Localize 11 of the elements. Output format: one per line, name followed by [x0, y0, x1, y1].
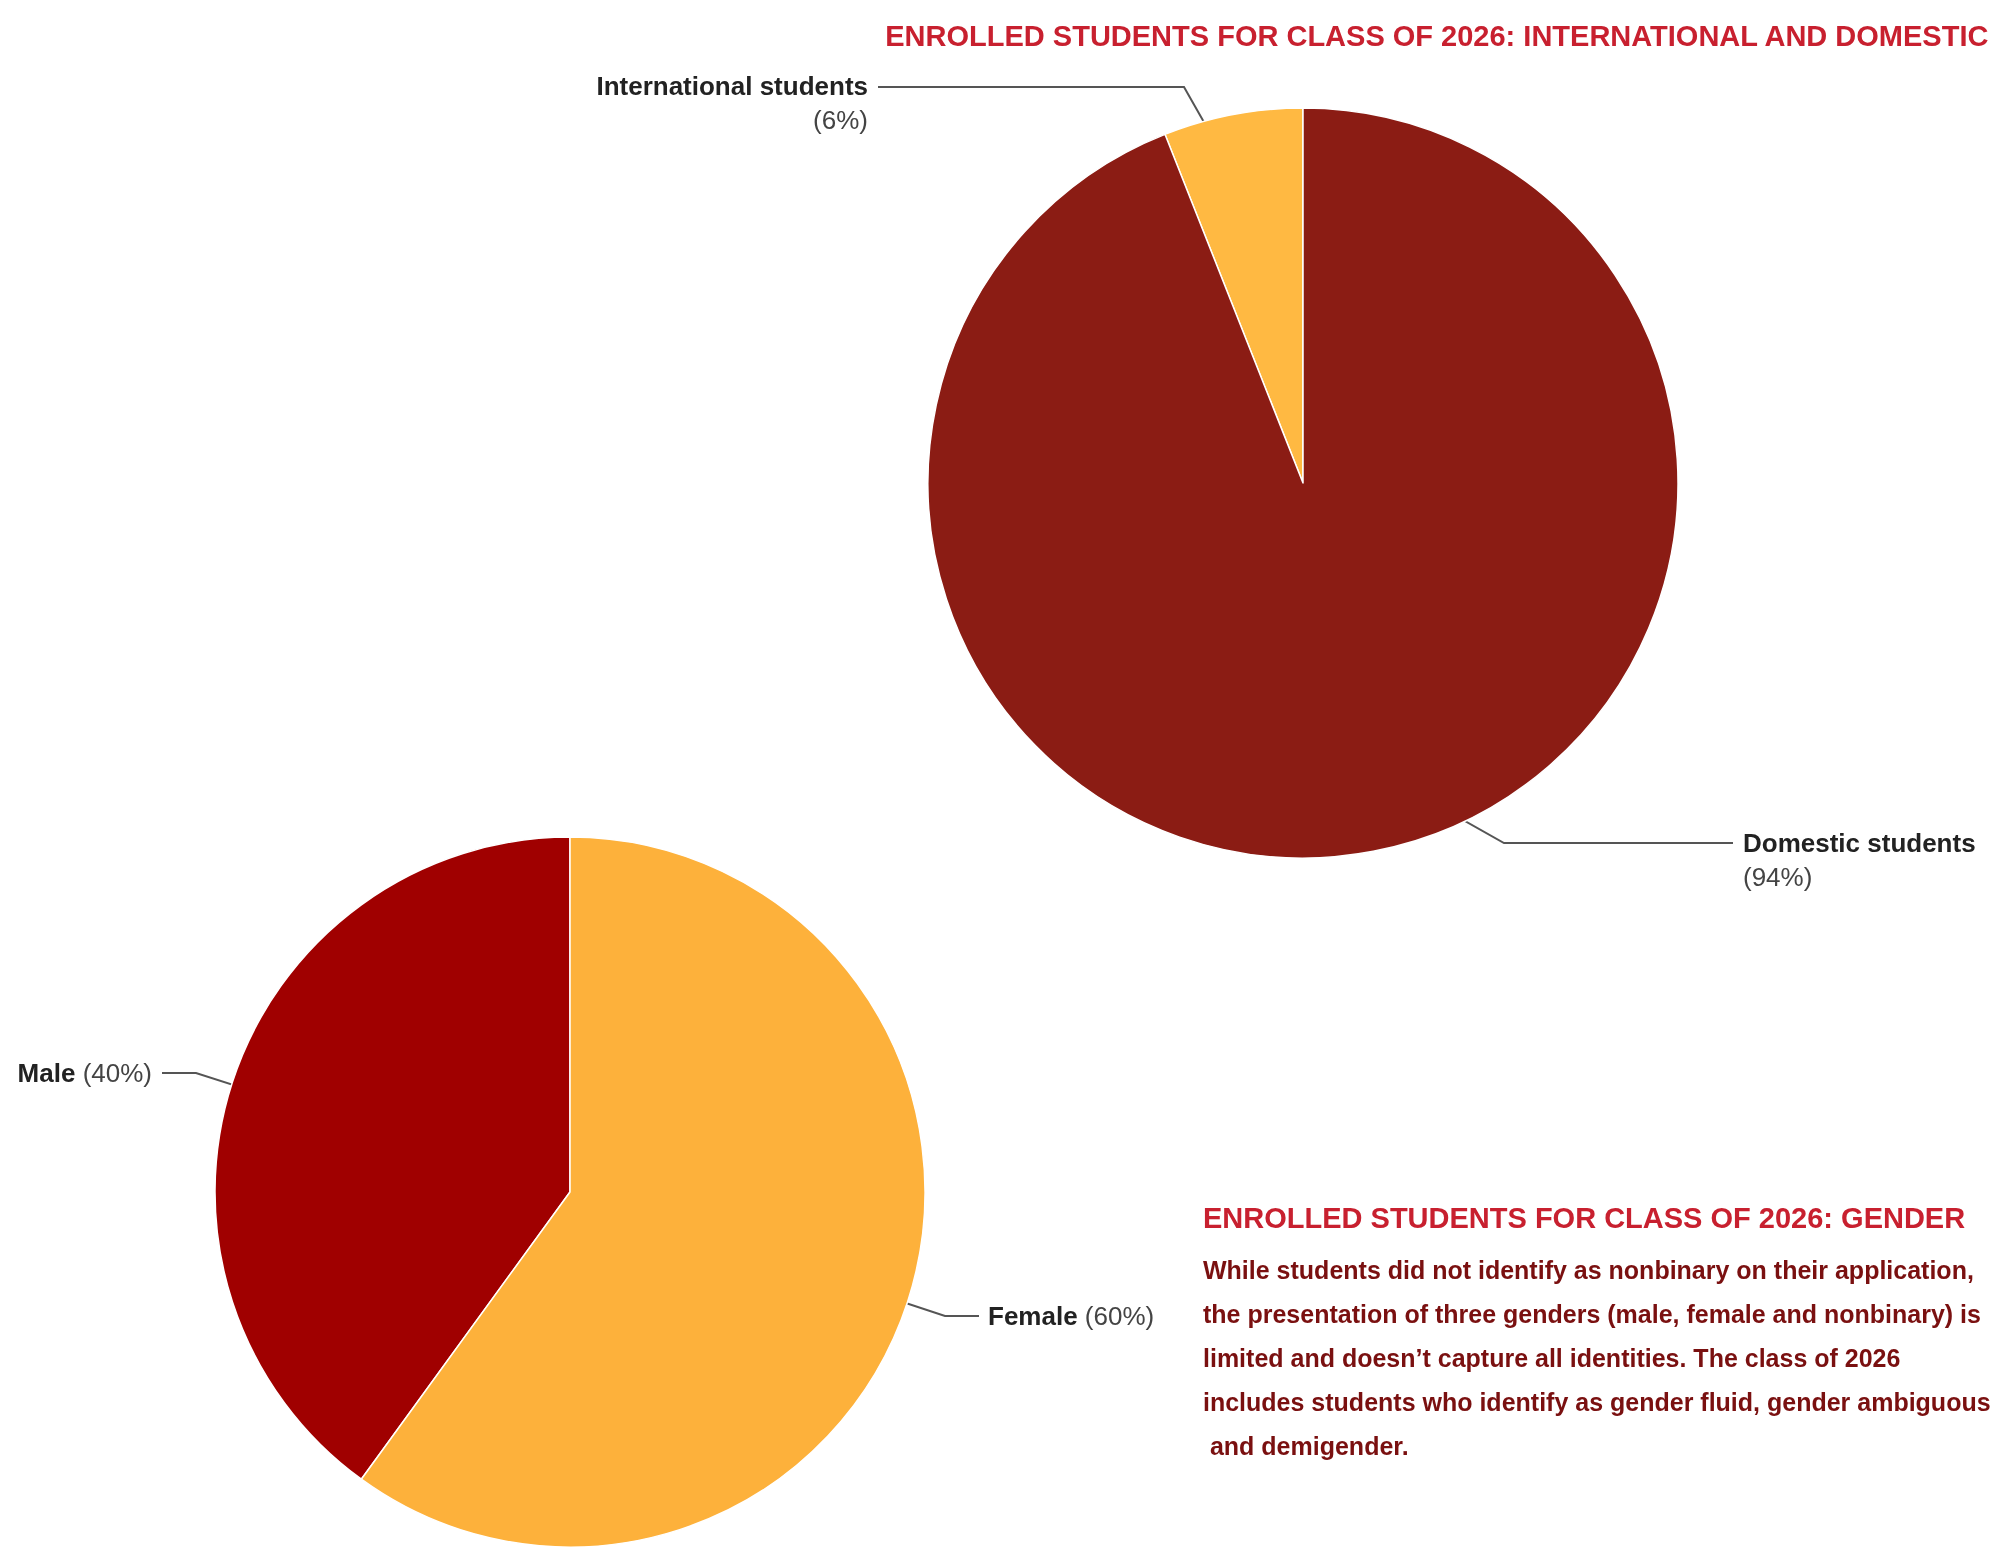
- text: While students did not identify as nonbinary on their application, the presentation of three genders (male, female and nonbinary) is limited and doesn’t capture all identities. The class of 2026 includes students who identify as gender fluid, gender ambiguous and demigender.: [1203, 1256, 1991, 1460]
- data-label: (6%): [813, 105, 868, 135]
- slice-label: International students: [596, 71, 868, 101]
- chart-title: ENROLLED STUDENTS FOR CLASS OF 2026: INTERNATIONAL AND DOMESTIC: [885, 19, 1989, 52]
- slice-label: Male: [17, 1058, 76, 1088]
- data-label: (60%): [1084, 1301, 1155, 1331]
- slice-label: Domestic students: [1743, 828, 1976, 858]
- data-label: (40%): [82, 1058, 152, 1088]
- data-label: (94%): [1743, 862, 1813, 892]
- text: ENROLLED STUDENTS FOR CLASS OF 2026: GENDER: [1203, 1201, 1966, 1234]
- slice-label: Female: [988, 1301, 1078, 1331]
